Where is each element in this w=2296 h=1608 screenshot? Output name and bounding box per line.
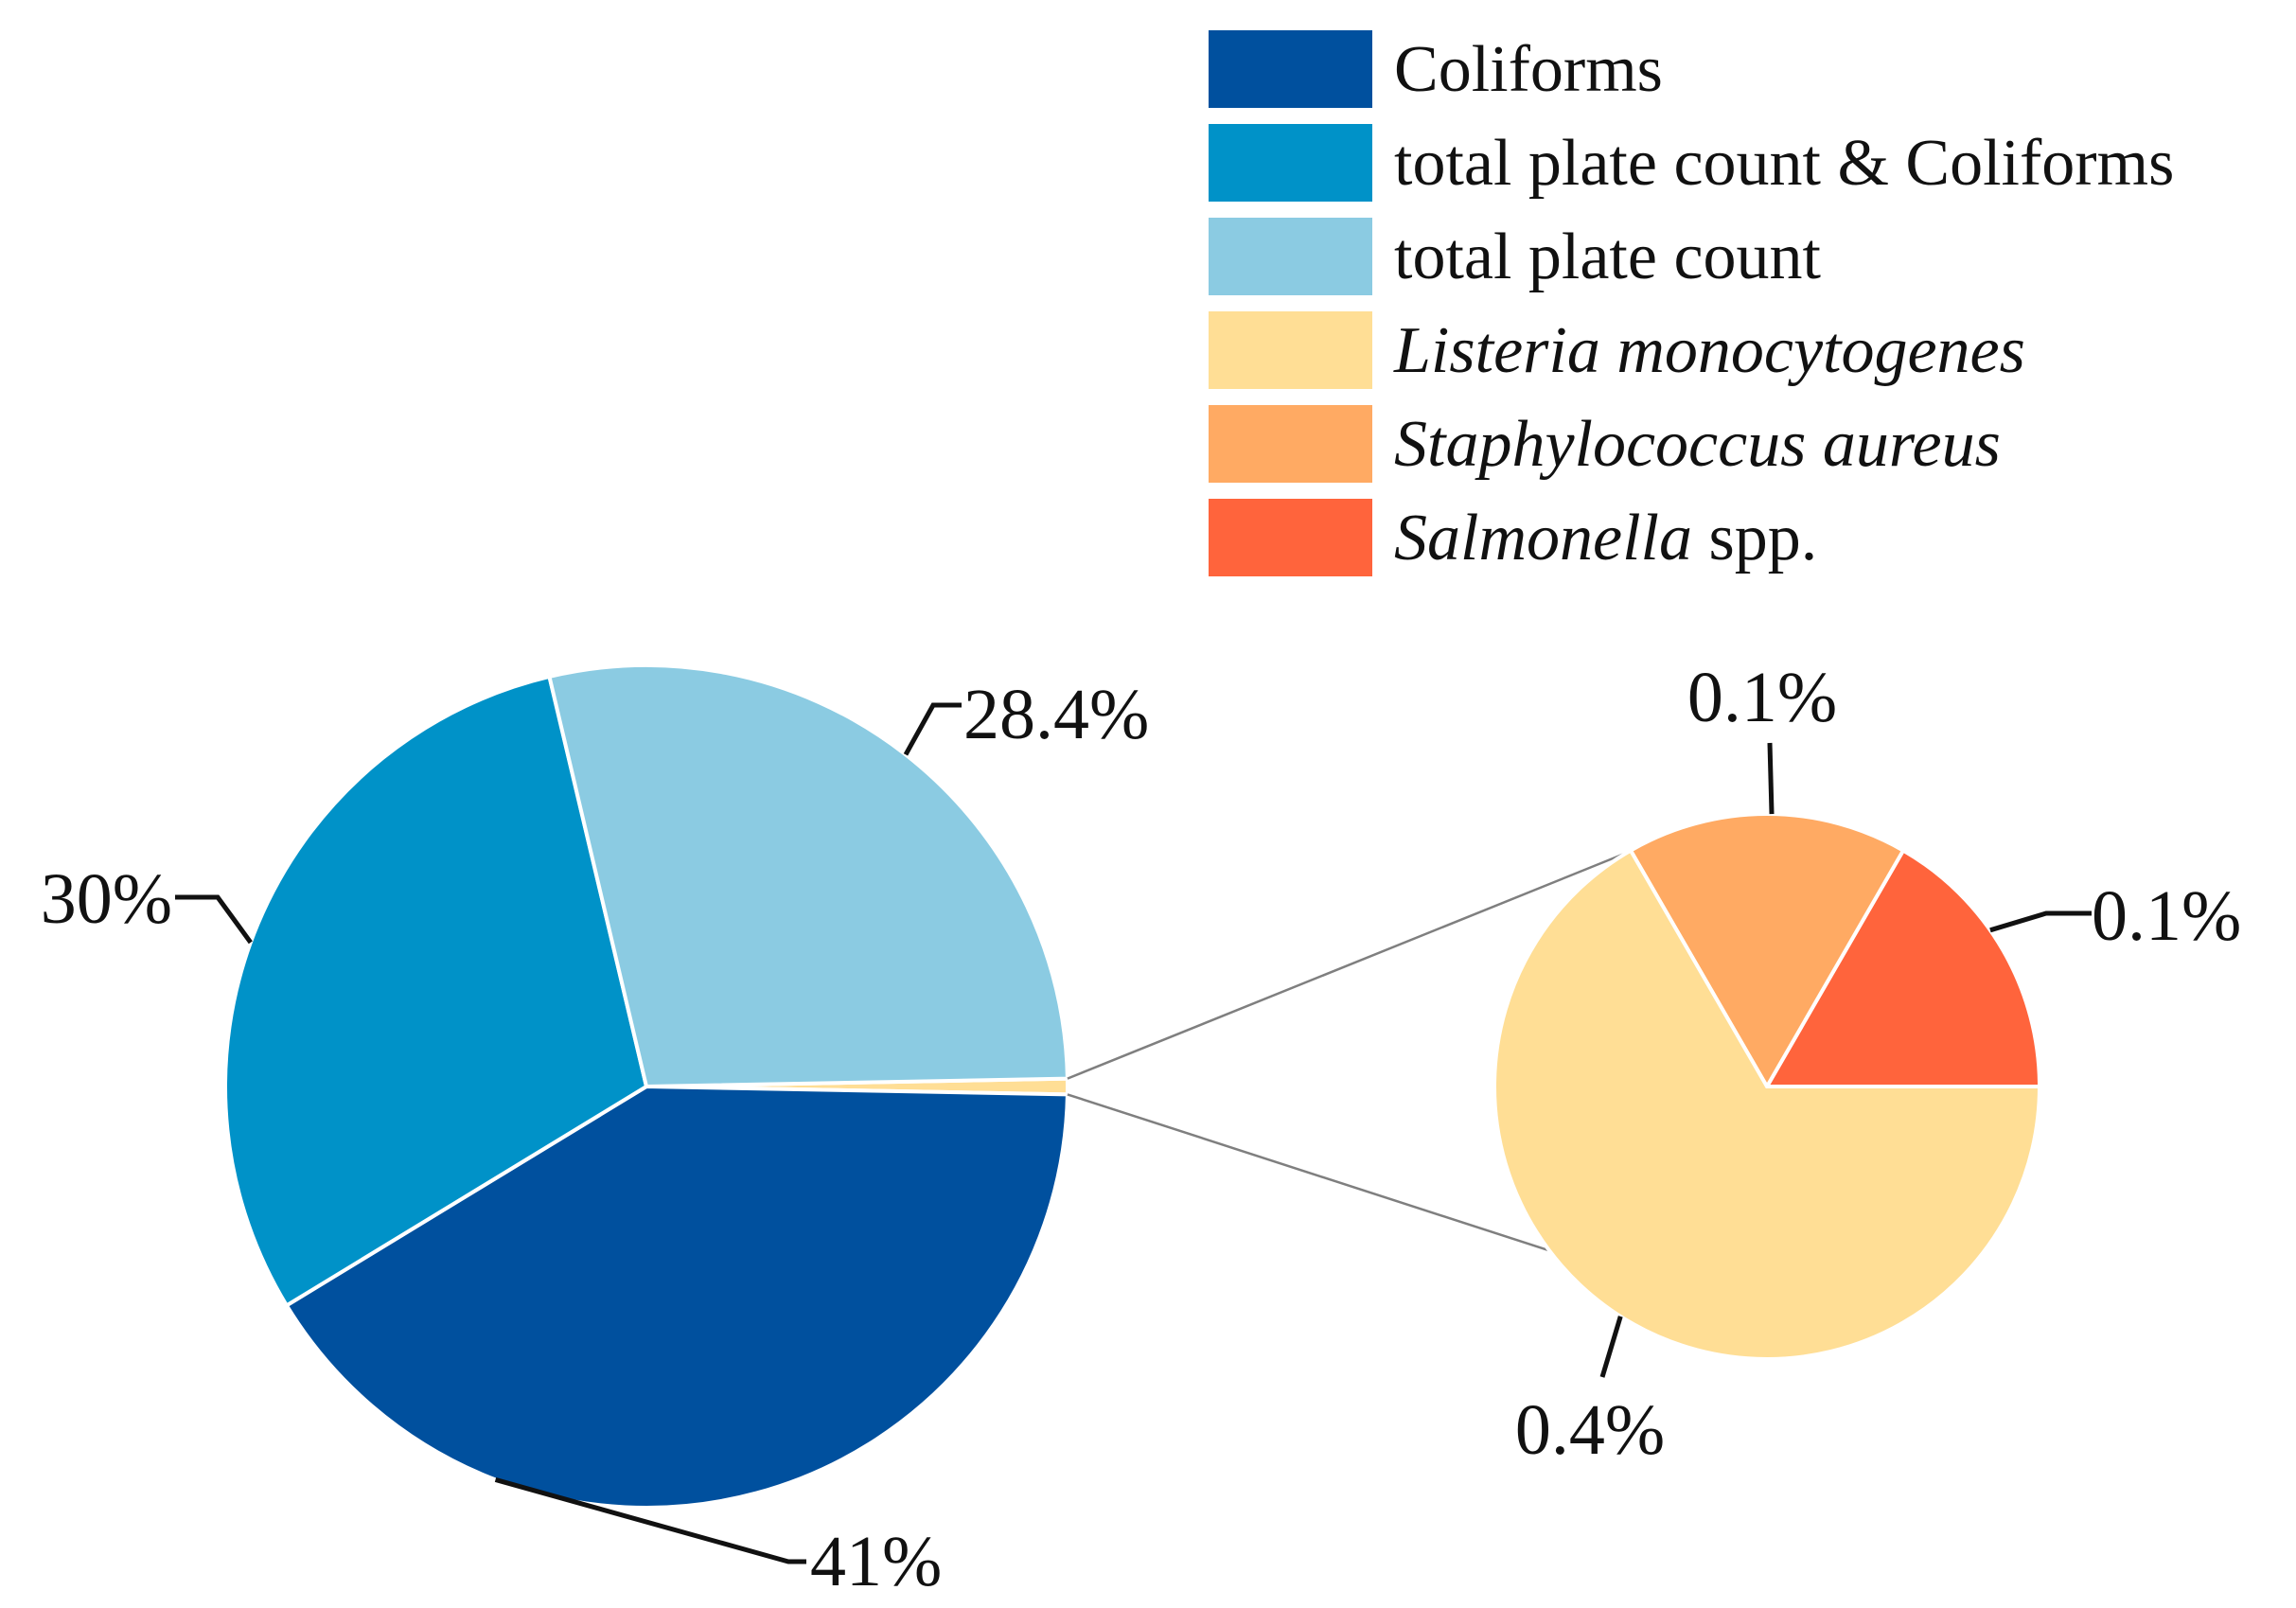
legend-label-text: total plate count (1394, 221, 1822, 293)
breakout-pie (1492, 812, 2042, 1361)
pie-slice-salmonella-spp (1763, 847, 2042, 1088)
legend-label-text: Coliforms (1394, 33, 1663, 106)
legend-swatch (1209, 499, 1372, 576)
leader-line-total-plate-count (903, 702, 962, 756)
legend-label-text: spp. (1692, 502, 1817, 574)
legend-label: total plate count & Coliforms (1394, 127, 2174, 200)
legend-label: Listeria monocytogenes (1393, 314, 2025, 387)
legend-item-total-plate-count-coliforms: total plate count & Coliforms (1209, 124, 2174, 202)
data-label-listeria-monocytogenes: 0.4% (1515, 1390, 1665, 1470)
legend-label: Salmonella spp. (1394, 502, 1817, 574)
data-label-total-plate-count-coliforms: 30% (41, 859, 172, 939)
legend-label-italic: Salmonella (1394, 502, 1692, 574)
legend-label: total plate count (1394, 221, 1822, 293)
pie-slice-listeria-monocytogenes (1492, 847, 2042, 1361)
legend-swatch (1209, 405, 1372, 483)
pie-slice-coliforms (284, 1084, 1069, 1510)
legend-label: Coliforms (1394, 33, 1663, 106)
legend-label: Staphylococcus aureus (1394, 408, 2001, 481)
legend-swatch (1209, 218, 1372, 295)
legend-label-text: total plate count & Coliforms (1394, 127, 2174, 200)
main-pie (223, 663, 1069, 1510)
legend-swatch (1209, 30, 1372, 108)
legend-label-italic: Staphylococcus aureus (1394, 408, 2001, 481)
leader-line-staphylococcus-aureus (1767, 742, 1775, 815)
connector-line-bottom (1067, 1093, 1550, 1252)
percentage-labels: 41% 30% 28.4% 0.4% 0.1% 0.1% (41, 658, 2242, 1601)
data-label-salmonella-spp: 0.1% (2092, 876, 2241, 956)
connector-line-top (1067, 851, 1628, 1080)
legend-item-staphylococcus-aureus: Staphylococcus aureus (1209, 405, 2001, 483)
legend-item-salmonella-spp: Salmonella spp. (1209, 499, 1817, 576)
pie-connector-lines (1067, 851, 1628, 1252)
leader-line-coliforms (494, 1477, 806, 1564)
leader-line-listeria-monocytogenes (1599, 1316, 1623, 1378)
legend-item-total-plate-count: total plate count (1209, 218, 1822, 295)
legend-item-coliforms: Coliforms (1209, 30, 1663, 108)
leader-line-total-plate-count-coliforms (175, 894, 253, 945)
legend-label-italic: Listeria monocytogenes (1393, 314, 2025, 387)
pie-slice-staphylococcus-aureus (1628, 812, 1906, 1090)
chart-legend: Coliforms total plate count & Coliforms to… (1209, 30, 2174, 576)
legend-swatch (1209, 311, 1372, 389)
legend-item-listeria-monocytogenes: Listeria monocytogenes (1209, 311, 2025, 389)
pie-slice-total-plate-count-coliforms (223, 674, 649, 1309)
legend-swatch (1209, 124, 1372, 202)
data-label-total-plate-count: 28.4% (963, 675, 1149, 754)
data-label-coliforms: 41% (810, 1522, 942, 1601)
leader-line-salmonella-spp (1989, 910, 2092, 933)
data-label-staphylococcus-aureus: 0.1% (1687, 658, 1837, 737)
